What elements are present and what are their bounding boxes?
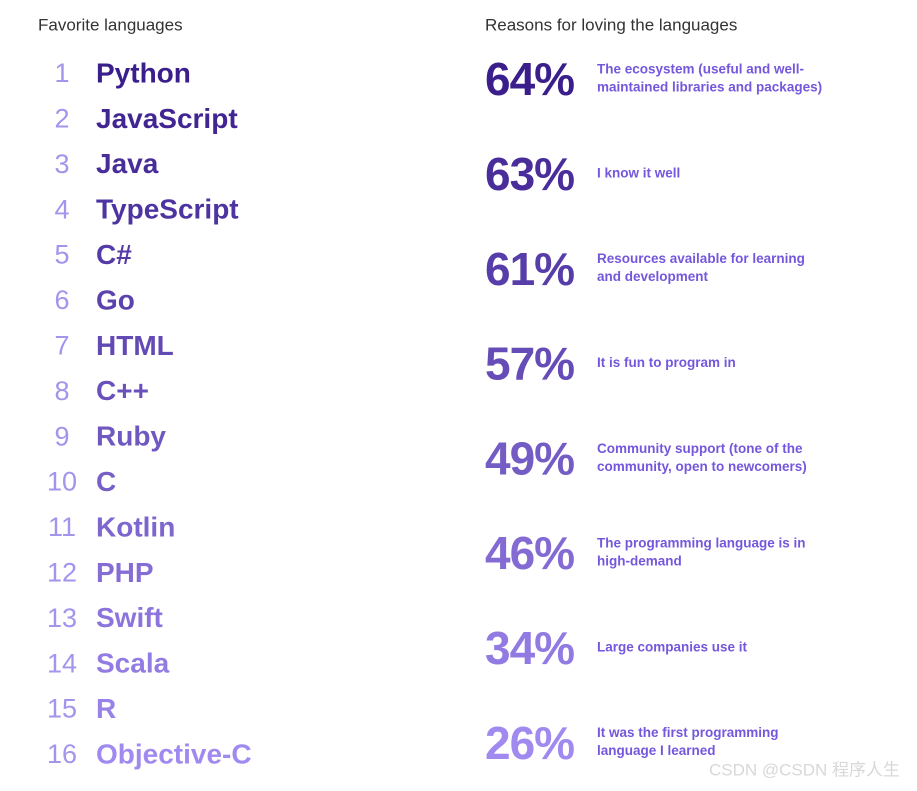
reason: and development [597,269,709,284]
language: Scala [96,648,170,679]
rank: 11 [48,512,76,542]
language: Go [96,284,135,315]
reason: Large companies use it [597,639,748,654]
reason: language I learned [597,743,716,758]
rank: 3 [54,149,69,179]
rank: 10 [47,467,77,497]
reason: It is fun to program in [597,355,736,370]
language: C++ [96,375,149,406]
reason: high-demand [597,554,682,569]
language: TypeScript [96,194,239,225]
rank: 7 [54,331,69,361]
percent: 63% [485,148,574,200]
language: Swift [96,602,163,633]
reason: The ecosystem (useful and well- [597,62,804,77]
percent: 61% [485,243,574,295]
percent: 26% [485,717,574,769]
language: Java [96,148,159,179]
rank: 4 [54,194,69,224]
right-title: Reasons for loving the languages [485,15,737,34]
language: JavaScript [96,103,238,134]
percent: 49% [485,432,574,484]
rank: 2 [54,104,69,134]
left-title: Favorite languages [38,15,183,34]
percent: 64% [485,53,574,105]
reason: I know it well [597,165,680,180]
language: Objective-C [96,738,252,769]
reason: Community support (tone of the [597,441,803,456]
rank: 6 [54,285,69,315]
language: C [96,466,116,497]
reason: Resources available for learning [597,251,805,266]
language: PHP [96,557,154,588]
rank: 12 [47,558,77,588]
language: C# [96,239,132,270]
rank: 14 [47,648,77,678]
percent: 34% [485,622,574,674]
reason: maintained libraries and packages) [597,80,822,95]
language: Python [96,57,191,88]
percent: 46% [485,527,574,579]
reason: It was the first programming [597,725,779,740]
rank: 9 [54,421,69,451]
rank: 1 [54,58,69,88]
rank: 15 [47,694,77,724]
rank: 16 [47,739,77,769]
language: HTML [96,330,174,361]
language: Ruby [96,421,166,452]
reason: The programming language is in [597,536,806,551]
language: R [96,693,116,724]
rank: 8 [54,376,69,406]
reason: community, open to newcomers) [597,459,807,474]
rank: 5 [54,240,69,270]
rank: 13 [47,603,77,633]
percent: 57% [485,338,574,390]
language: Kotlin [96,511,175,542]
watermark: CSDN @CSDN 程序人生 [709,760,900,779]
